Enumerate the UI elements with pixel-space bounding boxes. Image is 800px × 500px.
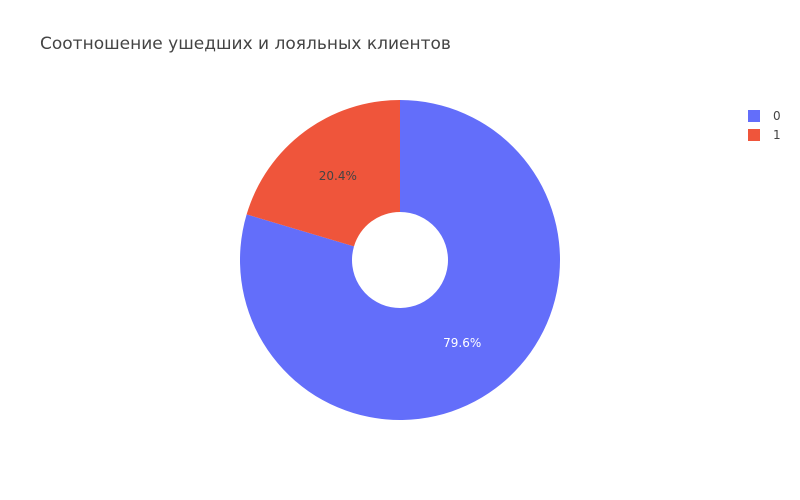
- legend-swatch-0: [748, 109, 760, 122]
- slice-label-0: 79.6%: [443, 336, 481, 350]
- legend: 0 1: [748, 106, 781, 144]
- legend-label-0: 0: [773, 108, 781, 123]
- pie-slice-0[interactable]: [240, 100, 560, 420]
- pie-slice-1[interactable]: [246, 100, 400, 247]
- slice-label-1: 20.4%: [319, 169, 357, 183]
- legend-item-1[interactable]: 1: [748, 125, 781, 144]
- legend-item-0[interactable]: 0: [748, 106, 781, 125]
- chart-title: Соотношение ушедших и лояльных клиентов: [40, 34, 451, 54]
- legend-swatch-1: [748, 128, 760, 141]
- legend-label-1: 1: [773, 127, 781, 142]
